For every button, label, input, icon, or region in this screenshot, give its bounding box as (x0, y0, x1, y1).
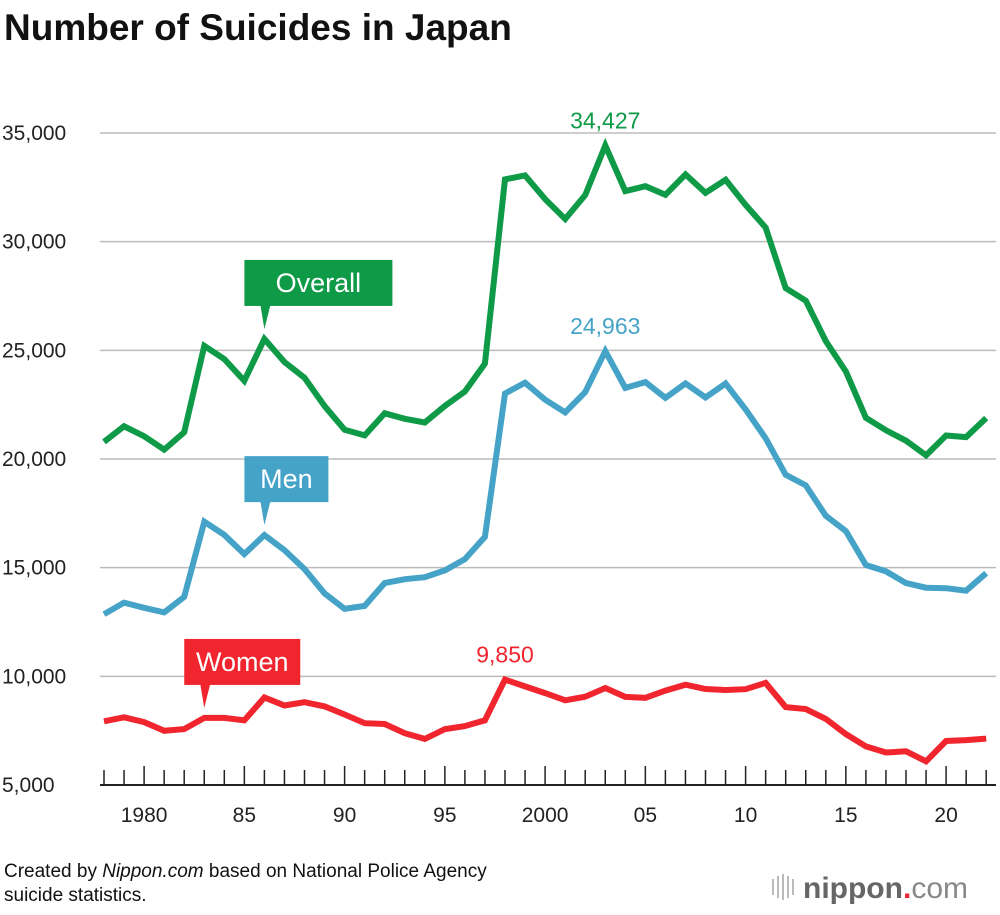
y-axis-ticks: 5,000 10,000 15,000 20,000 25,000 30,000 35,00… (2, 122, 66, 797)
series-label-women: Women (196, 647, 289, 677)
callout-pointer (200, 683, 211, 708)
y-tick-label: 10,000 (2, 665, 66, 688)
series-label-overall: Overall (276, 268, 362, 298)
peak-label-men: 24,963 (570, 313, 640, 339)
y-tick-label: 5,000 (2, 774, 55, 797)
y-tick-label: 30,000 (2, 231, 66, 254)
peak-label-women: 9,850 (476, 642, 534, 668)
callout-pointer (260, 304, 271, 329)
footer-line2: suicide statistics. (4, 885, 147, 906)
footer-line1: Created by Nippon.com based on National … (4, 861, 487, 882)
x-tick-label: 15 (834, 804, 857, 827)
x-tick-label: 90 (333, 804, 356, 827)
line-men (102, 344, 989, 617)
callout-box (244, 456, 329, 503)
x-axis-ticks: 1980 85 90 95 2000 05 10 15 20 (103, 766, 987, 827)
series-labels: 34,427 Overall 24,963 Men 9,850 Women (184, 107, 640, 708)
y-tick-label: 25,000 (2, 339, 66, 362)
peak-label-overall: 34,427 (570, 107, 640, 133)
x-tick-label: 05 (634, 804, 657, 827)
x-tick-label: 1980 (121, 804, 168, 827)
x-tick-label: 20 (934, 804, 957, 827)
y-tick-label: 20,000 (2, 448, 66, 471)
callout-box (184, 638, 301, 685)
y-tick-label: 15,000 (2, 557, 66, 580)
x-tick-label: 95 (433, 804, 456, 827)
gridlines (100, 132, 996, 786)
callout-women: Women (184, 638, 301, 708)
callout-overall: Overall (244, 259, 393, 329)
x-tick-label: 10 (734, 804, 757, 827)
chart-title: Number of Suicides in Japan (4, 7, 512, 48)
series-label-men: Men (260, 464, 313, 494)
callout-men: Men (244, 456, 329, 526)
logo-text: nippon.com (803, 872, 968, 905)
y-tick-label: 35,000 (2, 122, 66, 145)
callout-pointer (260, 501, 271, 526)
x-tick-label: 2000 (522, 804, 569, 827)
nippon-logo: nippon.com (772, 872, 968, 905)
x-tick-label: 85 (233, 804, 256, 827)
logo-bars-icon (772, 874, 794, 900)
line-women (103, 675, 987, 765)
series-lines (102, 137, 989, 765)
line-overall (102, 137, 989, 460)
callout-box (244, 259, 393, 306)
